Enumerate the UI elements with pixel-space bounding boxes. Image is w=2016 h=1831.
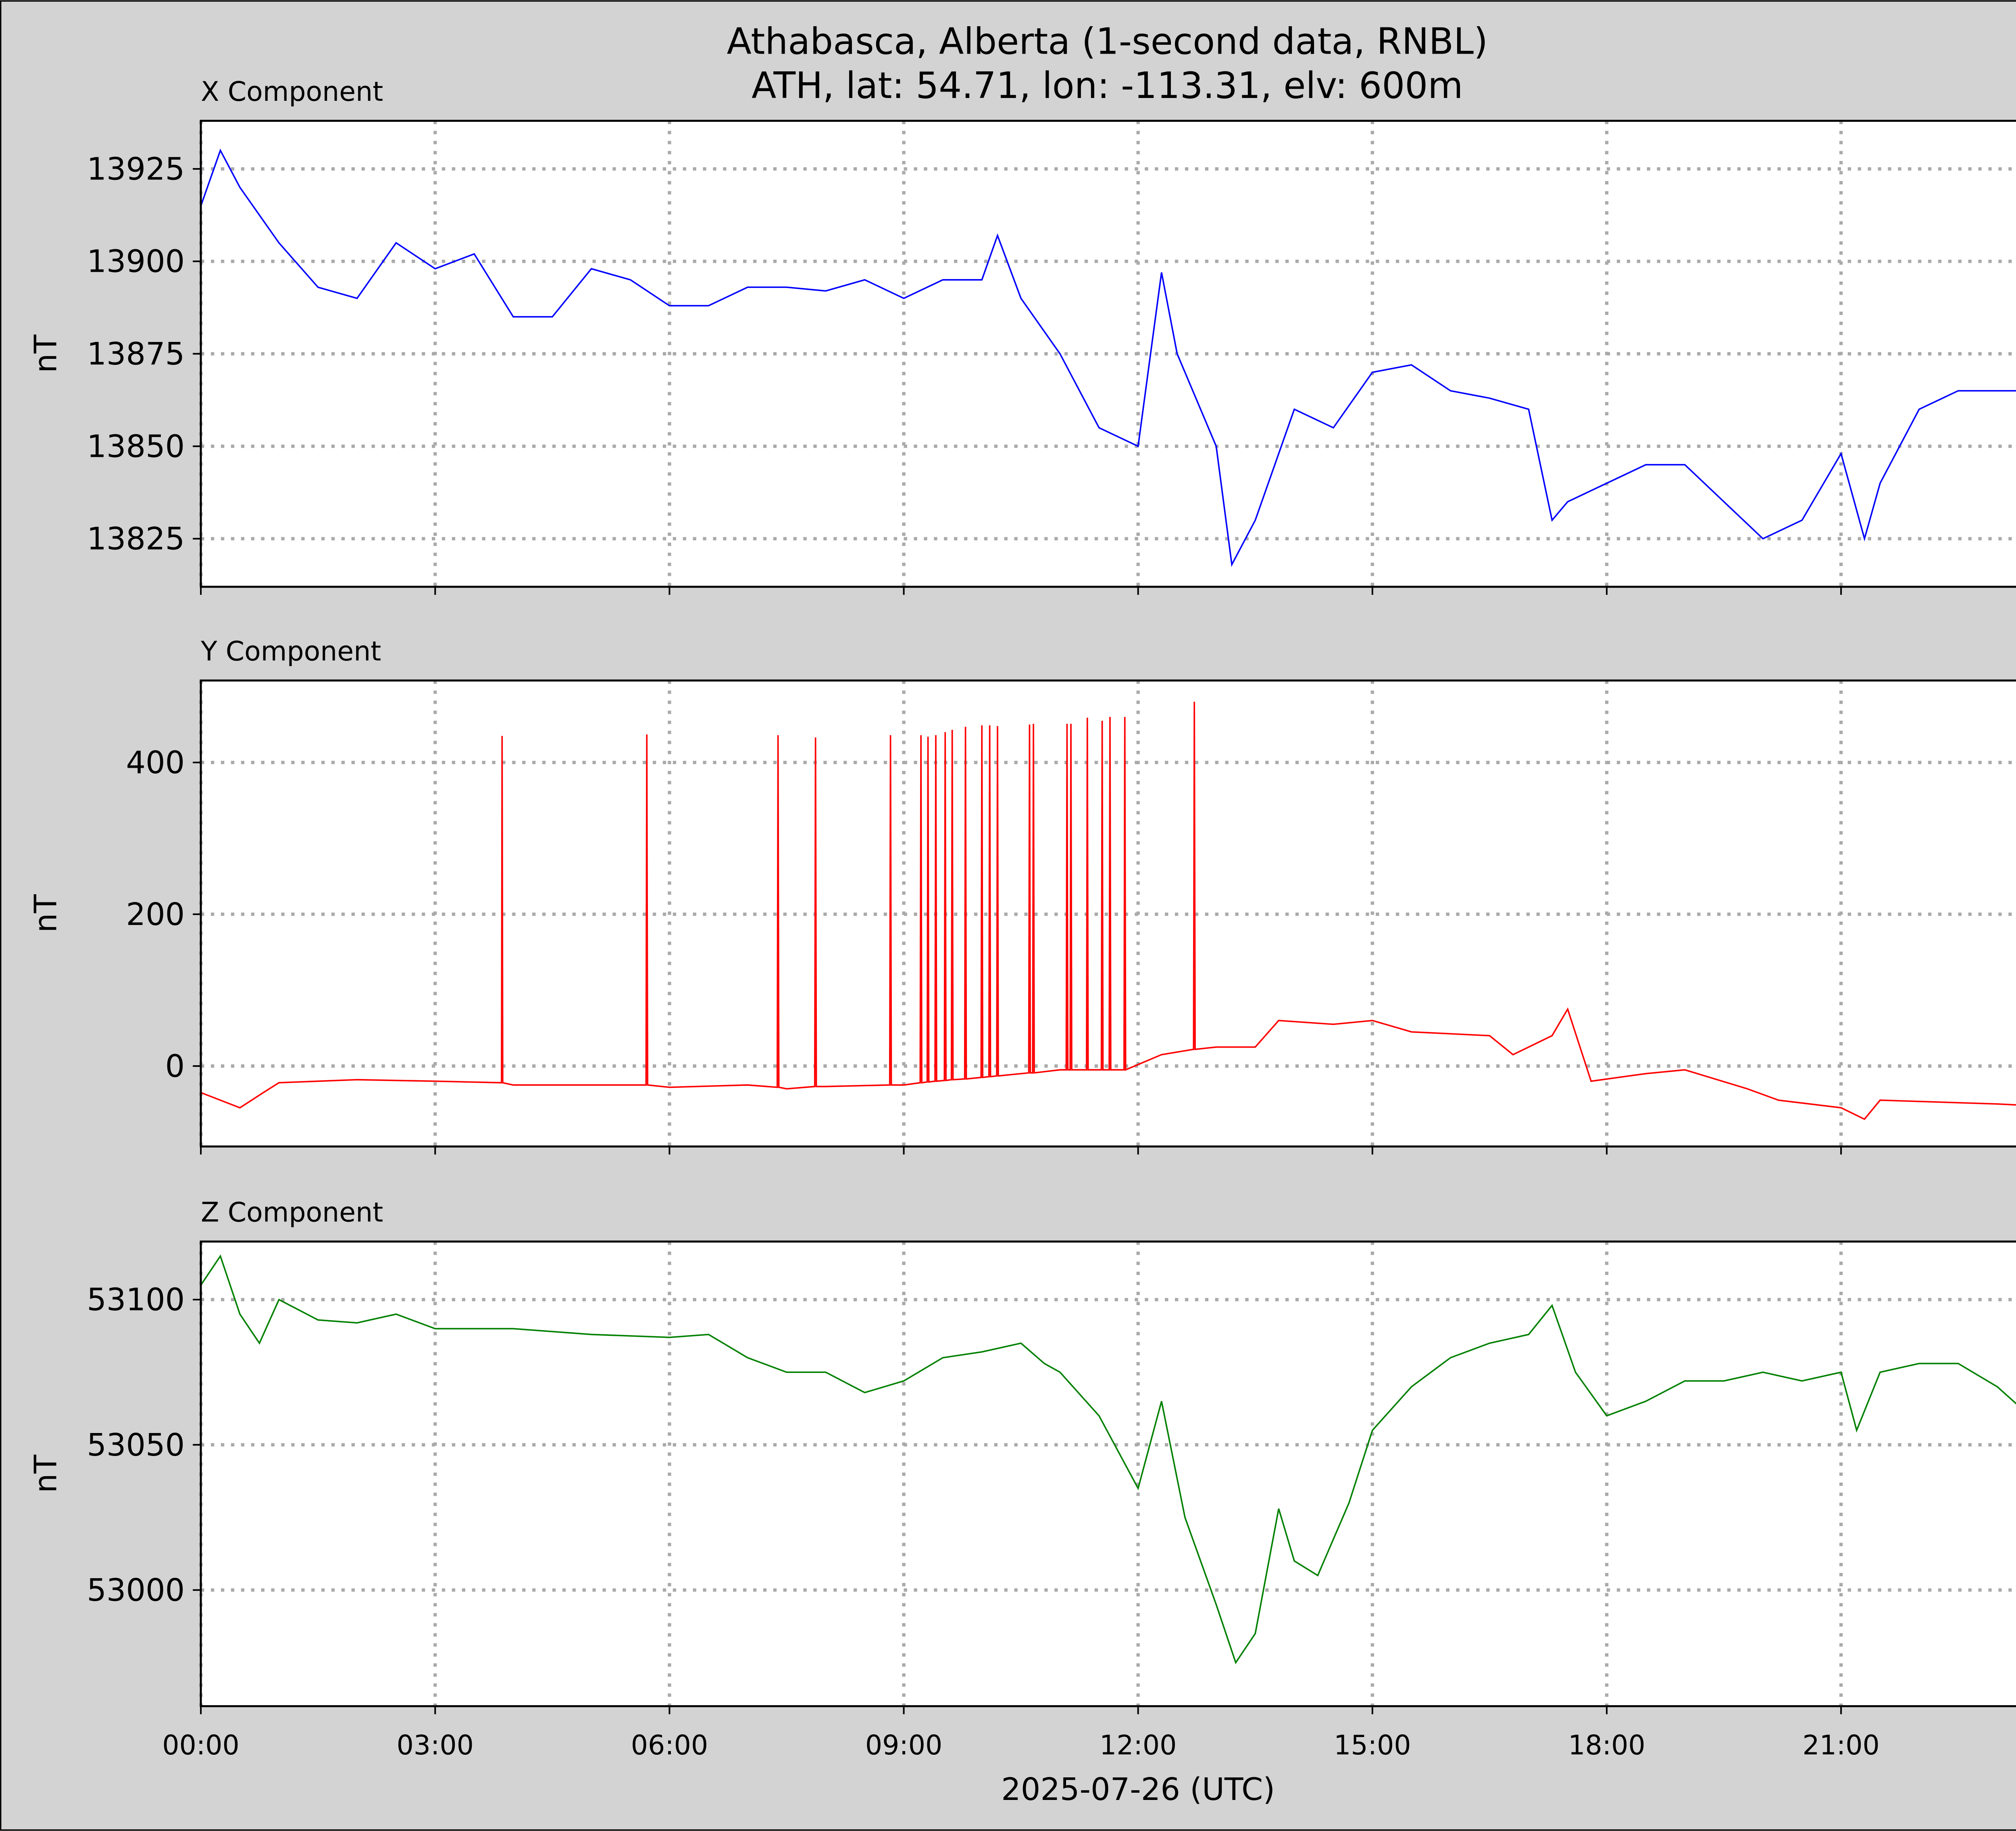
y-tick-label: 53100: [87, 1282, 185, 1318]
plot-area: [201, 1241, 2016, 1706]
plot-frame: [200, 1240, 2016, 1707]
x-tick-label: 12:00: [1100, 1729, 1177, 1761]
panel-title: Z Component: [201, 1196, 383, 1228]
x-tick-label: 15:00: [1334, 1729, 1411, 1761]
y-tick-label: 53050: [87, 1427, 185, 1463]
y-axis-label: nT: [28, 1454, 64, 1493]
x-tick-label: 06:00: [631, 1729, 708, 1761]
y-tick-label: 13825: [87, 521, 185, 557]
y-tick-label: 400: [126, 745, 185, 781]
y-tick-label: 13875: [87, 336, 185, 372]
chart-title: Athabasca, Alberta (1-second data, RNBL): [727, 21, 1488, 63]
y-tick-label: 13900: [87, 244, 185, 280]
y-tick-label: 200: [126, 897, 185, 933]
chart-subtitle: ATH, lat: 54.71, lon: -113.31, elv: 600m: [752, 65, 1463, 107]
x-tick-label: 21:00: [1802, 1729, 1879, 1761]
panel-title: X Component: [201, 76, 383, 107]
y-axis-label: nT: [28, 894, 64, 933]
plot-frame: [200, 120, 2016, 588]
y-tick-label: 0: [165, 1048, 185, 1084]
x-tick-label: 03:00: [397, 1729, 474, 1761]
y-tick-label: 13925: [87, 151, 185, 187]
plot-frame: [200, 679, 2016, 1148]
y-axis-label: nT: [28, 335, 64, 373]
x-axis-label: 2025-07-26 (UTC): [1001, 1772, 1275, 1808]
x-tick-label: 18:00: [1568, 1729, 1645, 1761]
x-tick-label: 00:00: [162, 1729, 239, 1761]
y-tick-label: 53000: [87, 1573, 185, 1608]
panel-title: Y Component: [200, 635, 381, 667]
x-tick-label: 09:00: [865, 1729, 942, 1761]
data-line: [201, 1254, 2016, 1664]
y-tick-label: 13850: [87, 429, 185, 465]
data-line: [201, 702, 2016, 1120]
data-line: [201, 148, 2016, 567]
